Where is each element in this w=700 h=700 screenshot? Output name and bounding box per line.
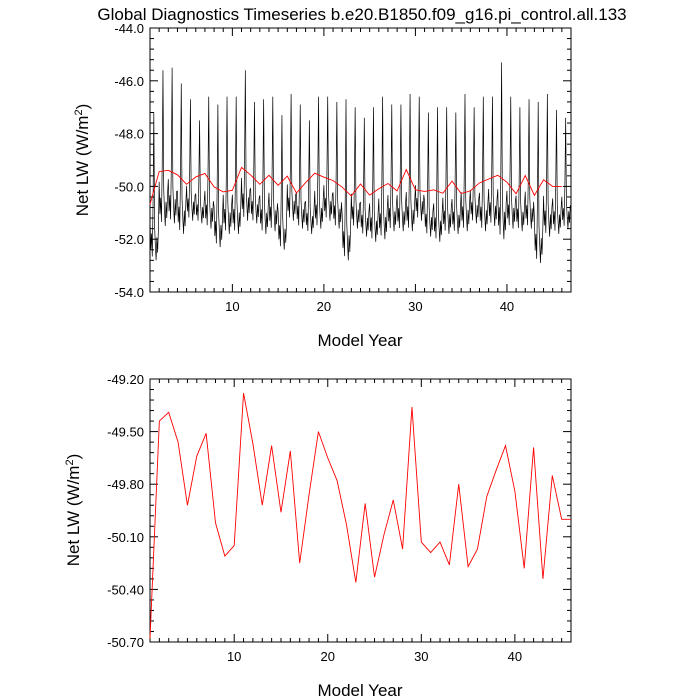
- figure-title: Global Diagnostics Timeseries b.e20.B185…: [97, 5, 626, 24]
- y-tick-label: -50.70: [107, 635, 144, 650]
- y-tick-label: -46.0: [114, 74, 144, 89]
- bottom-y-axis-title-base: Net LW (W/m: [64, 466, 83, 567]
- bottom-y-axis-title-close: ): [64, 454, 83, 460]
- y-tick-label: -44.0: [114, 21, 144, 36]
- annual-mean-series-line: [149, 392, 571, 639]
- x-tick-label: 40: [500, 299, 514, 314]
- y-tick-label: -50.0: [114, 179, 144, 194]
- y-tick-label: -52.0: [114, 232, 144, 247]
- y-tick-label: -48.0: [114, 127, 144, 142]
- y-tick-label: -49.50: [107, 425, 144, 440]
- top-timeseries-panel: Model Year Net LW (W/m2) 10 20 30 40 -54.0 -5…: [73, 21, 572, 350]
- x-tick-label: 10: [227, 649, 241, 664]
- y-tick-label: -50.40: [107, 582, 144, 597]
- x-tick-label: 10: [225, 299, 239, 314]
- monthly-series-line: [149, 62, 571, 263]
- x-tick-label: 40: [508, 649, 522, 664]
- x-tick-label: 20: [317, 299, 331, 314]
- top-plot-frame: [149, 27, 572, 293]
- bottom-annual-panel: Model Year Net LW (W/m2) 10 20 30 40 -50.70 -…: [64, 372, 572, 700]
- x-tick-label: 30: [414, 649, 428, 664]
- top-y-axis-title-base: Net LW (W/m: [73, 116, 92, 217]
- x-tick-label: 20: [321, 649, 335, 664]
- y-tick-label: -54.0: [114, 285, 144, 300]
- top-y-axis-title: Net LW (W/m2): [73, 104, 92, 217]
- y-tick-label: -50.10: [107, 530, 144, 545]
- annual-mean-series-line: [149, 166, 562, 205]
- bottom-y-axis-title-sup: 2: [64, 459, 76, 465]
- top-y-axis-title-close: ): [73, 104, 92, 110]
- top-y-axis-title-sup: 2: [73, 109, 85, 115]
- bottom-plot-frame: [149, 378, 572, 643]
- top-x-axis-title: Model Year: [317, 331, 402, 350]
- y-tick-label: -49.20: [107, 372, 144, 387]
- bottom-x-axis-title: Model Year: [317, 681, 402, 700]
- y-tick-label: -49.80: [107, 477, 144, 492]
- x-tick-label: 30: [408, 299, 422, 314]
- bottom-y-axis-title: Net LW (W/m2): [64, 454, 83, 567]
